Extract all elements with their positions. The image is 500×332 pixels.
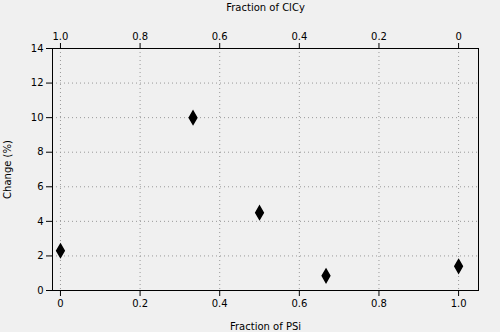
svg-text:2: 2 xyxy=(37,250,43,261)
svg-text:0.2: 0.2 xyxy=(371,31,387,42)
svg-text:14: 14 xyxy=(31,43,44,54)
svg-text:6: 6 xyxy=(37,181,43,192)
svg-text:Fraction of ClCy: Fraction of ClCy xyxy=(226,2,305,13)
svg-text:10: 10 xyxy=(31,112,44,123)
svg-text:Change (%): Change (%) xyxy=(2,140,13,199)
svg-text:8: 8 xyxy=(37,146,43,157)
svg-text:0.8: 0.8 xyxy=(132,31,148,42)
svg-text:0.8: 0.8 xyxy=(371,298,387,309)
svg-text:0: 0 xyxy=(57,298,63,309)
svg-text:12: 12 xyxy=(31,77,44,88)
svg-text:0: 0 xyxy=(37,285,43,296)
svg-text:0.6: 0.6 xyxy=(291,298,307,309)
svg-text:4: 4 xyxy=(37,216,43,227)
svg-text:1.0: 1.0 xyxy=(451,298,467,309)
svg-text:0.4: 0.4 xyxy=(212,298,228,309)
svg-text:0.6: 0.6 xyxy=(212,31,228,42)
svg-text:Fraction of PSi: Fraction of PSi xyxy=(230,321,301,332)
svg-text:0.2: 0.2 xyxy=(132,298,148,309)
svg-text:0.4: 0.4 xyxy=(291,31,307,42)
svg-text:0: 0 xyxy=(455,31,461,42)
svg-text:1.0: 1.0 xyxy=(53,31,69,42)
